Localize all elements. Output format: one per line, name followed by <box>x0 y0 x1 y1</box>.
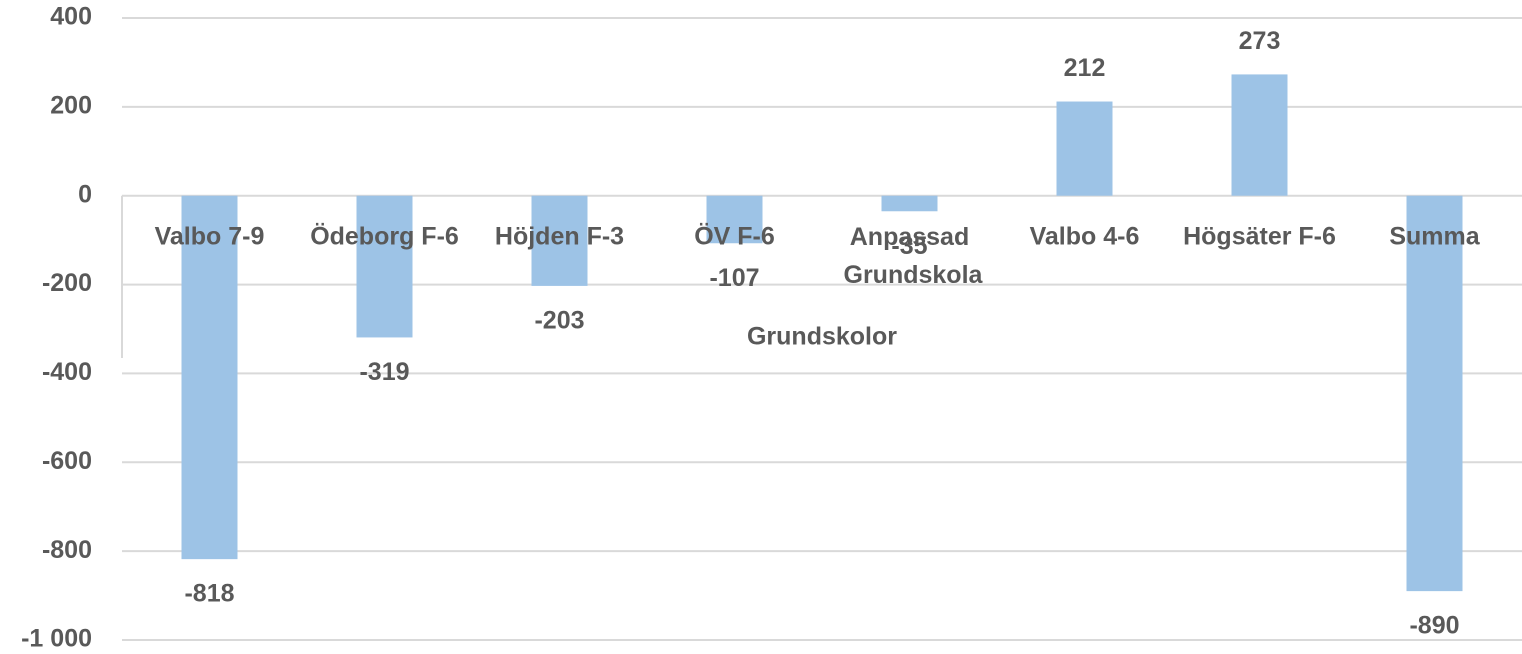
y-tick-label: 400 <box>50 3 92 31</box>
y-tick-label: -600 <box>42 447 92 475</box>
bar <box>181 195 238 560</box>
data-label: -107 <box>709 264 759 292</box>
data-label: 212 <box>1064 54 1106 82</box>
bar <box>356 195 413 338</box>
bar <box>706 195 763 244</box>
x-axis-title: Grundskolor <box>747 323 897 351</box>
category-label: Summa <box>1389 223 1480 251</box>
bar <box>531 195 588 286</box>
y-tick-label: -1 000 <box>21 625 92 653</box>
y-tick-label: 0 <box>78 180 92 208</box>
category-label: ÖV F-6 <box>694 222 775 251</box>
data-label: -890 <box>1409 612 1459 640</box>
y-tick-label: -400 <box>42 358 92 386</box>
category-label: Anpassad Grundskola <box>837 223 984 289</box>
bar <box>881 195 938 212</box>
category-label: Höjden F-3 <box>495 223 624 251</box>
data-label: 273 <box>1239 27 1281 55</box>
data-label: -319 <box>359 358 409 386</box>
category-label: Ödeborg F-6 <box>310 222 459 251</box>
bar <box>1406 195 1463 592</box>
data-label: -818 <box>184 580 234 608</box>
category-label: Valbo 7-9 <box>155 223 265 251</box>
category-label: Högsäter F-6 <box>1183 223 1336 251</box>
bar <box>1231 74 1288 196</box>
data-label: -203 <box>534 307 584 335</box>
y-tick-label: 200 <box>50 91 92 119</box>
y-tick-label: -200 <box>42 269 92 297</box>
category-label: Valbo 4-6 <box>1030 223 1140 251</box>
grid <box>122 17 1522 641</box>
bar <box>1056 101 1113 196</box>
y-tick-label: -800 <box>42 536 92 564</box>
data-label: -35 <box>891 232 927 260</box>
